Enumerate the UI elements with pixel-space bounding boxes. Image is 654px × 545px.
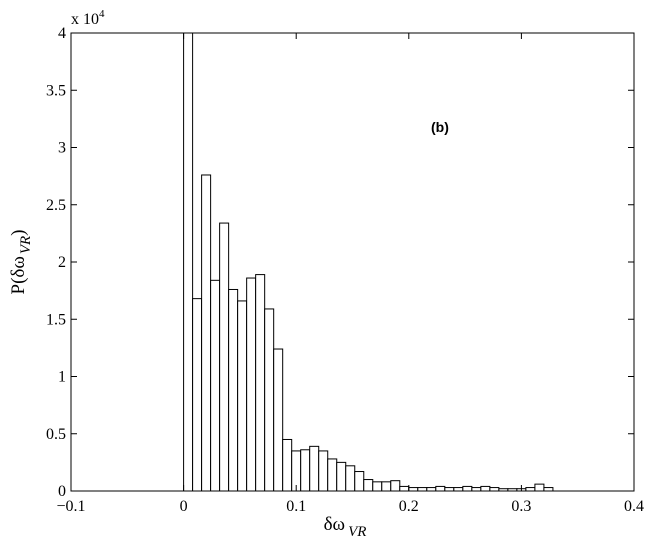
- histogram-bar: [228, 288, 239, 492]
- histogram-bar: [300, 449, 311, 492]
- y-axis-title-sub: VR: [18, 236, 34, 254]
- histogram-bar: [192, 298, 203, 492]
- axis-tick-labels: −0.1 0 0.1 0.2 0.3 0.400.511.522.533.54: [46, 25, 644, 515]
- histogram-bar: [435, 485, 446, 492]
- histogram-bar: [282, 438, 293, 492]
- histogram-bars: [183, 32, 554, 492]
- x-axis-title-main: δω: [324, 514, 345, 535]
- axis-ticks: [70, 32, 635, 492]
- histogram-bar: [543, 487, 554, 492]
- histogram-bar: [237, 300, 248, 492]
- x-tick-label: −0.1: [56, 498, 85, 515]
- y-tick-label: 2: [58, 254, 66, 271]
- histogram-bar: [354, 471, 365, 492]
- y-tick-label: 1.5: [46, 311, 66, 328]
- y-multiplier-prefix: x 10: [71, 11, 99, 28]
- y-tick-label: 2.5: [46, 197, 66, 214]
- y-tick-label: 0: [58, 483, 66, 500]
- histogram-bar: [480, 485, 491, 492]
- histogram-bar: [273, 348, 284, 492]
- histogram-bar: [246, 277, 257, 492]
- histogram-bar: [534, 483, 545, 492]
- histogram-bar: [489, 487, 500, 492]
- histogram-bar: [183, 32, 194, 492]
- y-multiplier: x 104: [71, 8, 105, 28]
- histogram-bar: [210, 279, 221, 492]
- y-tick-label: 3: [58, 140, 66, 157]
- x-tick-label: 0.1: [286, 498, 306, 515]
- y-tick-label: 3.5: [46, 82, 66, 99]
- histogram-bar: [255, 274, 266, 492]
- histogram-bar: [201, 174, 212, 492]
- histogram-bar: [444, 487, 455, 492]
- histogram-bar: [309, 445, 320, 492]
- histogram-bar: [417, 487, 428, 492]
- x-tick-label: 0.2: [399, 498, 419, 515]
- x-axis-title-sub: VR: [348, 524, 366, 540]
- histogram-bar: [318, 450, 329, 492]
- histogram-bar: [390, 480, 401, 492]
- x-axis-title: δω VR: [324, 514, 367, 540]
- histogram-bar: [327, 458, 338, 492]
- histogram-bar: [264, 308, 275, 492]
- histogram-bar: [291, 450, 302, 492]
- y-tick-label: 1: [58, 369, 66, 386]
- y-axis-title: P(δω VR): [8, 229, 34, 294]
- histogram-bar: [381, 481, 392, 492]
- histogram-bar: [399, 485, 410, 492]
- x-tick-label: 0.4: [624, 498, 644, 515]
- axes-frame: [70, 32, 635, 492]
- x-tick-label: 0.3: [511, 498, 531, 515]
- histogram-bar: [363, 479, 374, 492]
- histogram-bar: [525, 487, 536, 492]
- histogram-bar: [471, 487, 482, 492]
- y-multiplier-exponent: 4: [99, 8, 105, 20]
- histogram-bar: [345, 465, 356, 492]
- histogram-bar: [219, 222, 230, 492]
- y-axis-title-main: P(δω: [8, 256, 29, 294]
- histogram-bar: [372, 481, 383, 492]
- y-axis-title-close: ): [8, 229, 29, 235]
- histogram-bar: [408, 487, 419, 492]
- histogram-bar: [336, 461, 347, 492]
- histogram-bar: [453, 487, 464, 492]
- histogram-bar: [426, 487, 437, 492]
- y-tick-label: 0.5: [46, 426, 66, 443]
- histogram-bar: [462, 485, 473, 492]
- y-tick-label: 4: [58, 25, 66, 42]
- x-tick-label: 0: [180, 498, 188, 515]
- annotation-label: (b): [431, 119, 449, 135]
